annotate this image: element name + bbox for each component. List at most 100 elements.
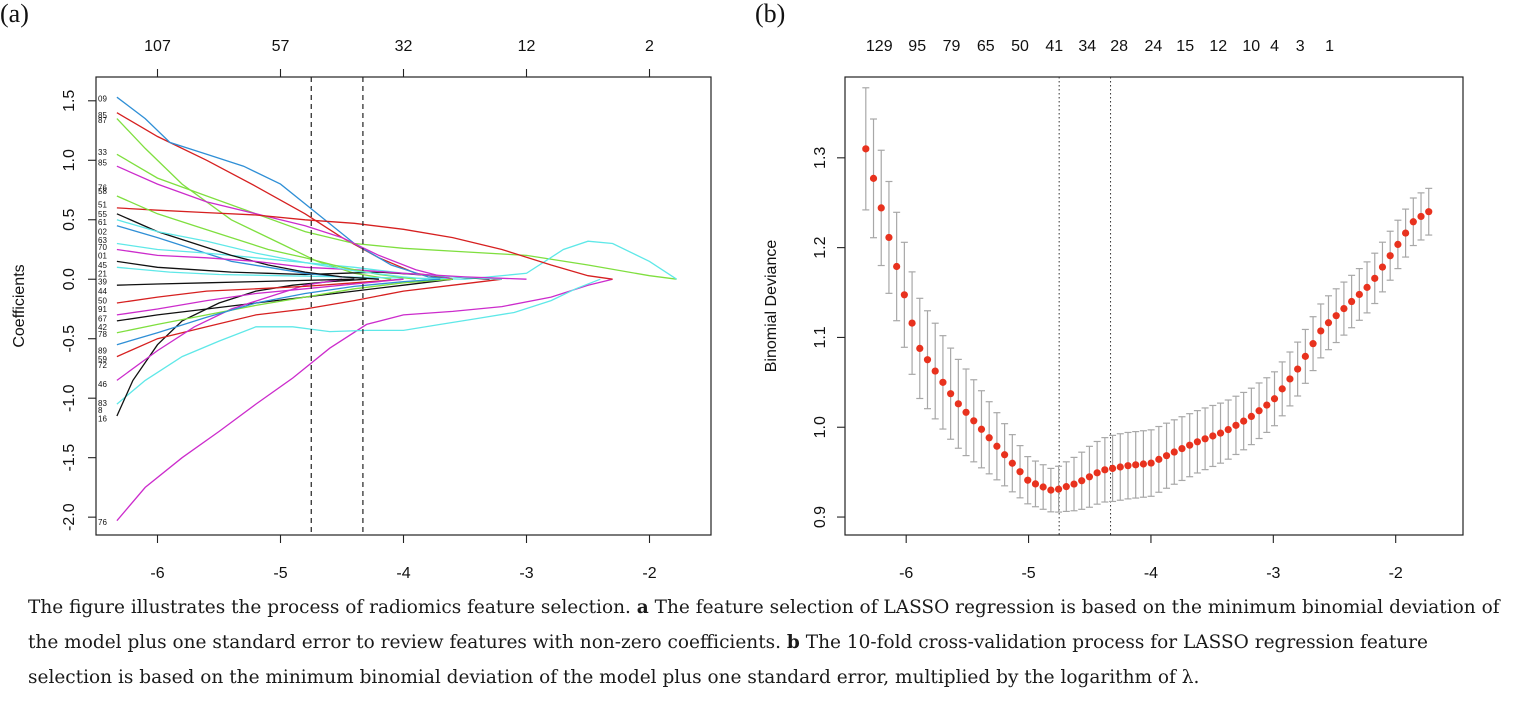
y-tick-label-3: -0.5: [61, 325, 78, 353]
panel-a-coefficient-paths: (a) -6 -5 -4 -3 -2 -2.0 -1.5 -1.0 -0.5 0.0 0.5 1.0…: [0, 0, 712, 582]
coefficient-path-6: [116, 278, 601, 405]
top-tick-label-3: 12: [518, 38, 536, 55]
deviance-point-61: [1332, 312, 1340, 320]
deviance-point-18: [1001, 451, 1009, 459]
panel-a-label: (a): [0, 0, 29, 28]
cv-top-label-0: 129: [866, 38, 893, 55]
deviance-point-21: [1024, 476, 1032, 484]
panel-a-y-axis-title: Coefficients: [11, 264, 28, 347]
coefficient-path-7: [116, 165, 453, 280]
panel-b-reference-lines: [1058, 77, 1112, 535]
caption-a-label: a: [636, 597, 649, 618]
path-label-12: 70: [98, 243, 107, 252]
deviance-point-5: [900, 291, 908, 299]
deviance-point-9: [931, 367, 939, 375]
y-tick-label-7: 1.5: [61, 90, 78, 112]
y-tick-label-1: -1.5: [61, 444, 78, 472]
caption-a-text: The feature selection of LASSO regressio…: [28, 597, 1500, 653]
cv-top-label-8: 24: [1144, 38, 1162, 55]
top-tick-label-2: 32: [395, 38, 413, 55]
deviance-point-45: [1209, 432, 1217, 440]
panel-b-label: (b): [755, 0, 785, 28]
deviance-point-68: [1386, 252, 1394, 260]
path-label-1: 85: [98, 111, 107, 120]
deviance-point-23: [1039, 483, 1047, 491]
deviance-point-49: [1240, 417, 1248, 425]
deviance-point-35: [1132, 461, 1140, 469]
coefficient-path-9: [116, 278, 367, 417]
deviance-point-24: [1047, 486, 1055, 494]
deviance-point-11: [947, 390, 955, 398]
deviance-point-26: [1062, 483, 1070, 491]
deviance-point-19: [1008, 459, 1016, 467]
x-tick-label-0: -6: [150, 565, 164, 582]
deviance-point-7: [916, 344, 924, 353]
cv-x-tick-label-4: -2: [1389, 565, 1403, 582]
deviance-point-40: [1170, 448, 1178, 456]
path-label-19: 91: [98, 305, 107, 314]
deviance-point-1: [869, 174, 878, 182]
deviance-point-20: [1016, 468, 1024, 476]
deviance-point-58: [1309, 340, 1317, 348]
path-label-29: 16: [98, 414, 107, 423]
deviance-point-8: [923, 356, 932, 364]
path-label-4: 85: [98, 159, 107, 168]
deviance-point-52: [1263, 401, 1271, 409]
deviance-point-31: [1101, 466, 1109, 474]
deviance-point-67: [1378, 263, 1387, 271]
cv-top-label-14: 1: [1325, 38, 1334, 55]
deviance-point-64: [1355, 290, 1363, 299]
caption-b-label: b: [786, 632, 800, 653]
cv-top-label-12: 4: [1270, 38, 1279, 55]
deviance-point-12: [954, 400, 962, 408]
coefficient-path-3: [116, 118, 392, 280]
x-tick-label-4: -2: [642, 565, 656, 582]
path-label-0: 09: [98, 94, 107, 103]
coefficient-path-18: [116, 248, 527, 280]
path-label-30: 76: [98, 518, 107, 527]
deviance-point-13: [962, 408, 970, 416]
deviance-point-30: [1093, 469, 1101, 477]
deviance-point-42: [1186, 441, 1194, 449]
deviance-point-32: [1108, 464, 1117, 473]
deviance-point-16: [985, 434, 993, 442]
deviance-point-46: [1216, 429, 1225, 437]
y-tick-label-0: -2.0: [61, 503, 78, 531]
coefficient-path-11: [116, 278, 453, 322]
cv-x-tick-label-2: -4: [1144, 565, 1158, 582]
path-label-7: 51: [98, 200, 107, 209]
coefficient-path-8: [116, 207, 613, 280]
deviance-point-53: [1270, 395, 1279, 403]
deviance-point-36: [1139, 460, 1148, 468]
panel-b-y-axis: 0.9 1.0 1.1 1.2 1.3: [812, 147, 845, 528]
panel-b-points: [862, 145, 1433, 494]
deviance-point-29: [1085, 473, 1094, 481]
cv-top-label-4: 50: [1011, 38, 1029, 55]
deviance-point-50: [1247, 412, 1255, 420]
y-tick-label-2: -1.0: [61, 384, 78, 412]
deviance-point-28: [1078, 477, 1086, 485]
top-tick-label-1: 57: [272, 38, 290, 55]
y-tick-label-4: 0.0: [61, 268, 78, 290]
panel-b-frame: [844, 76, 1464, 536]
deviance-point-3: [885, 233, 893, 242]
panel-a-reference-lines: [310, 77, 364, 535]
coefficient-path-2: [116, 96, 453, 280]
cv-top-label-3: 65: [977, 38, 995, 55]
path-label-14: 45: [98, 261, 107, 270]
deviance-point-57: [1301, 352, 1309, 360]
coefficient-path-0: [116, 112, 453, 280]
path-label-13: 01: [98, 251, 107, 260]
deviance-point-73: [1425, 208, 1433, 216]
deviance-point-14: [970, 417, 978, 425]
path-label-15: 21: [98, 269, 107, 278]
coefficient-path-4: [116, 153, 677, 280]
path-label-5: 76: [98, 184, 107, 193]
y-tick-label-5: 0.5: [61, 209, 78, 231]
path-label-25: 72: [98, 361, 107, 370]
coefficient-path-5: [116, 240, 677, 280]
coefficient-path-13: [116, 278, 343, 381]
path-label-21: 42: [98, 323, 107, 332]
deviance-point-60: [1324, 319, 1333, 327]
x-tick-label-1: -5: [273, 565, 287, 582]
